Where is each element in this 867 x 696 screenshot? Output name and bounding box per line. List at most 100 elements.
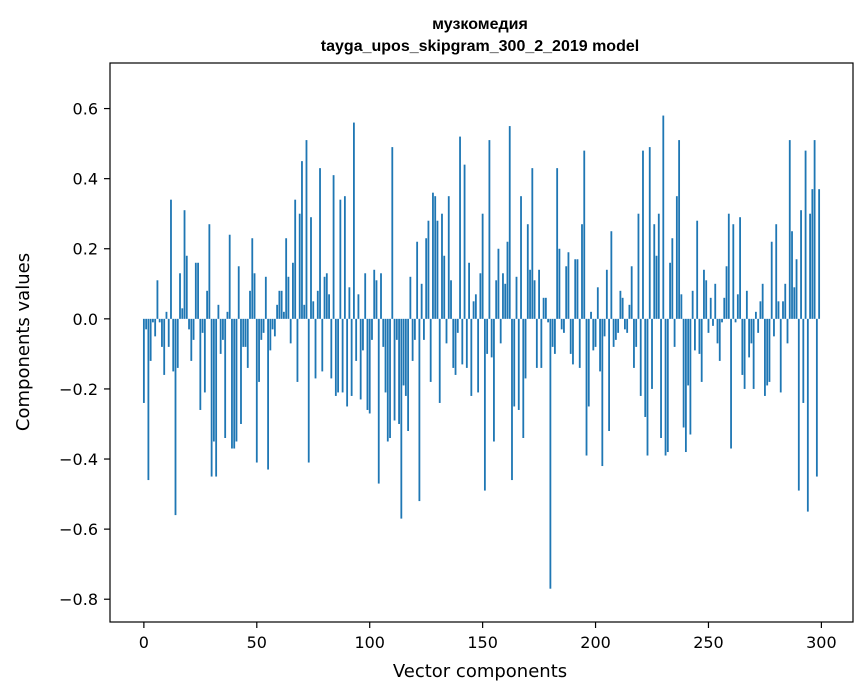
- bar-254: [716, 318, 719, 344]
- bar-119: [411, 318, 414, 361]
- bar-223: [646, 318, 649, 456]
- bar-128: [432, 192, 434, 319]
- bar-73: [307, 318, 310, 463]
- bar-159: [502, 273, 504, 319]
- bar-203: [601, 318, 604, 467]
- bar-245: [696, 220, 699, 319]
- bar-5: [154, 318, 157, 337]
- bar-280: [775, 224, 778, 319]
- bar-141: [461, 318, 464, 365]
- bar-91: [348, 287, 351, 319]
- bar-201: [596, 287, 599, 319]
- bar-78: [319, 168, 321, 319]
- bar-195: [583, 150, 586, 319]
- bar-140: [459, 136, 461, 319]
- bar-134: [445, 318, 448, 344]
- bar-229: [660, 318, 662, 438]
- y-tick-label: −0.4: [59, 450, 98, 469]
- bar-44: [242, 318, 245, 347]
- bar-90: [346, 318, 349, 407]
- bar-146: [472, 301, 475, 319]
- bar-50: [255, 318, 258, 463]
- bar-57: [271, 318, 274, 330]
- bar-84: [332, 175, 335, 319]
- bar-74: [310, 217, 312, 319]
- bar-97: [362, 318, 364, 351]
- bar-251: [709, 297, 712, 319]
- bar-190: [572, 318, 574, 365]
- bar-178: [544, 297, 547, 319]
- bar-217: [633, 318, 635, 368]
- bar-260: [730, 318, 732, 449]
- x-axis-ticks: 0 50 100 150 200 250 300: [139, 622, 837, 652]
- bar-253: [714, 283, 717, 319]
- bar-241: [687, 318, 690, 386]
- bar-249: [705, 280, 708, 319]
- bar-16: [179, 273, 181, 319]
- y-tick-label: −0.2: [59, 380, 98, 399]
- bar-168: [522, 318, 525, 438]
- bar-72: [305, 140, 308, 319]
- bar-202: [599, 318, 601, 372]
- bar-230: [662, 115, 665, 319]
- bar-166: [517, 318, 520, 410]
- bar-179: [547, 318, 550, 323]
- bar-193: [578, 318, 581, 368]
- bar-279: [773, 318, 775, 337]
- bar-4: [152, 318, 154, 323]
- bar-76: [314, 318, 317, 379]
- bar-196: [585, 318, 588, 456]
- chart-title: музкомедия: [432, 16, 528, 33]
- bar-109: [389, 318, 391, 438]
- bar-88: [341, 318, 344, 393]
- bar-52: [260, 318, 263, 340]
- bar-271: [754, 311, 757, 319]
- bar-171: [529, 269, 531, 319]
- bar-290: [797, 318, 800, 491]
- bar-115: [402, 318, 405, 386]
- bar-174: [535, 318, 538, 368]
- x-tick-label: 300: [806, 633, 837, 652]
- y-tick-label: 0.2: [73, 240, 98, 259]
- bar-136: [450, 280, 452, 319]
- bar-221: [642, 150, 644, 319]
- x-tick-label: 200: [580, 633, 611, 652]
- bar-2: [147, 318, 150, 481]
- bar-261: [732, 224, 735, 319]
- bar-144: [468, 262, 470, 319]
- bar-149: [479, 273, 482, 319]
- bar-13: [172, 318, 175, 372]
- bar-3: [149, 318, 152, 361]
- bar-0: [142, 318, 145, 403]
- bar-80: [323, 276, 326, 319]
- bar-138: [454, 318, 457, 375]
- bar-127: [429, 318, 432, 382]
- bar-56: [269, 318, 272, 351]
- bar-26: [201, 318, 204, 333]
- bar-22: [192, 318, 195, 340]
- bar-123: [420, 283, 423, 319]
- bar-204: [603, 318, 606, 337]
- bar-27: [203, 318, 206, 393]
- bar-18: [183, 210, 186, 319]
- bar-299: [818, 189, 821, 319]
- bar-79: [321, 318, 324, 372]
- bar-228: [657, 213, 660, 319]
- bar-12: [170, 199, 172, 319]
- bar-199: [592, 318, 595, 351]
- bar-102: [373, 269, 376, 319]
- bar-286: [788, 140, 791, 319]
- bar-239: [682, 318, 685, 428]
- bar-110: [391, 147, 394, 319]
- bar-142: [463, 164, 466, 319]
- bar-226: [653, 224, 656, 319]
- bar-103: [375, 280, 378, 319]
- bar-187: [565, 266, 568, 319]
- x-axis-label: Vector components: [393, 661, 567, 682]
- bar-105: [380, 273, 382, 319]
- bar-33: [217, 304, 220, 319]
- bar-135: [447, 196, 450, 319]
- bar-14: [174, 318, 177, 516]
- bar-172: [531, 168, 534, 319]
- bar-46: [246, 318, 249, 368]
